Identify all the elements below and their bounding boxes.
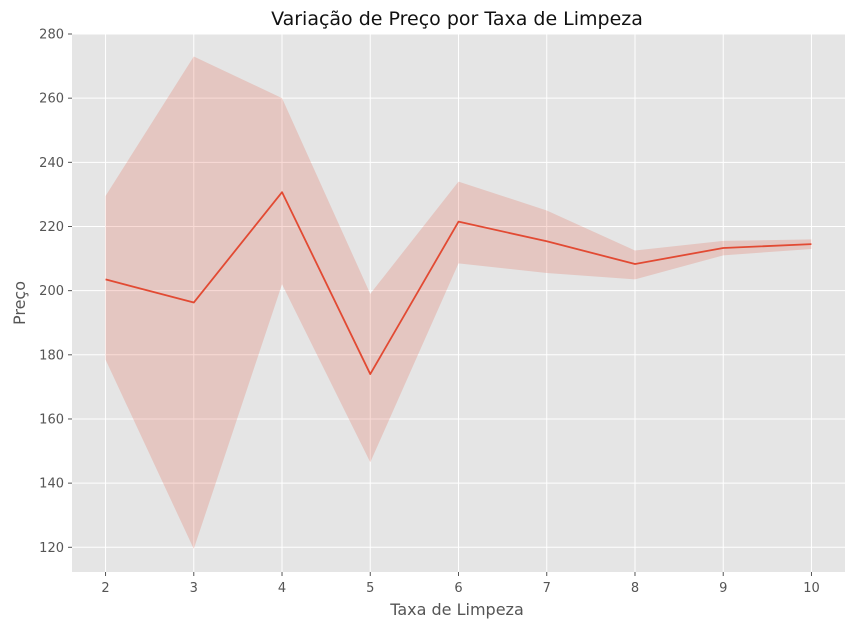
x-axis-ticks: 2 3 4 5 6 7 8 9 10 — [101, 572, 820, 596]
x-tick-label: 8 — [631, 581, 639, 596]
y-tick-label: 160 — [39, 412, 64, 427]
chart-title: Variação de Preço por Taxa de Limpeza — [271, 8, 643, 30]
y-axis-label: Preço — [10, 281, 29, 325]
y-axis-ticks: 120 140 160 180 200 220 240 260 280 — [39, 28, 72, 556]
y-tick-label: 260 — [39, 92, 64, 107]
x-tick-label: 5 — [366, 581, 374, 596]
data-points — [105, 192, 812, 375]
x-tick-label: 6 — [454, 581, 462, 596]
x-tick-label: 9 — [719, 581, 727, 596]
y-tick-label: 200 — [39, 284, 64, 299]
y-tick-label: 120 — [39, 541, 64, 556]
x-tick-label: 3 — [190, 581, 198, 596]
x-tick-label: 2 — [101, 581, 109, 596]
grid — [72, 33, 845, 572]
y-tick-label: 240 — [39, 156, 64, 171]
x-tick-label: 4 — [278, 581, 286, 596]
y-tick-label: 140 — [39, 477, 64, 492]
y-tick-label: 180 — [39, 348, 64, 363]
x-tick-label: 7 — [543, 581, 551, 596]
y-tick-label: 220 — [39, 220, 64, 235]
confidence-band — [105, 56, 812, 549]
y-tick-label: 280 — [39, 28, 64, 43]
x-axis-label: Taxa de Limpeza — [389, 600, 524, 619]
x-tick-label: 10 — [803, 581, 820, 596]
